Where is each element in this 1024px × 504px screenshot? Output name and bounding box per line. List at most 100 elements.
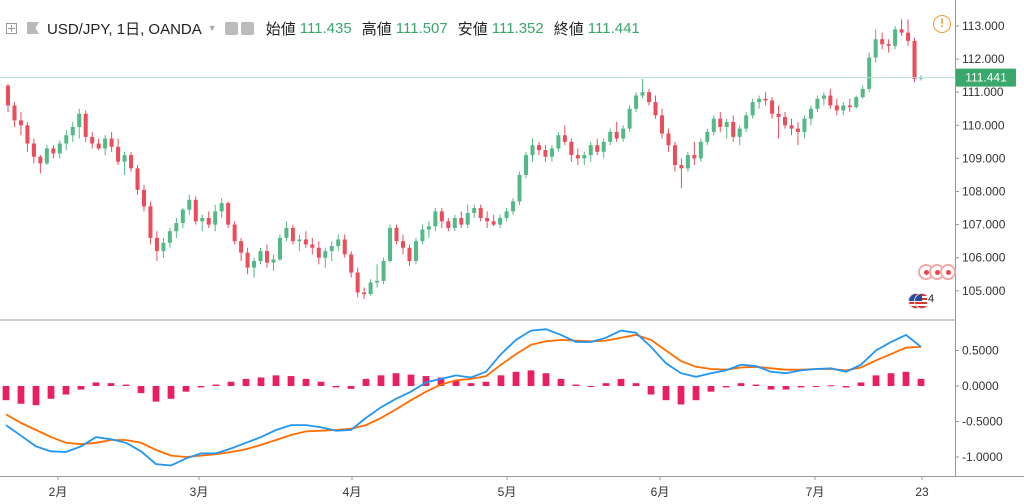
histogram-bar <box>272 375 280 386</box>
candle-body <box>575 155 580 159</box>
candle-body <box>783 117 788 126</box>
candle-body <box>349 254 354 273</box>
candle-body <box>388 227 393 262</box>
histogram-bar <box>62 386 70 395</box>
candle-body <box>12 105 17 121</box>
histogram-bar <box>692 386 700 401</box>
histogram-bar <box>122 384 130 386</box>
histogram-bar <box>317 381 325 386</box>
candle-body <box>828 95 833 106</box>
candle-body <box>770 100 775 114</box>
histogram-bar <box>887 373 895 386</box>
candle-body <box>737 128 742 137</box>
price-tick-label: 106.000 <box>962 251 1006 265</box>
histogram-bar <box>857 382 865 386</box>
candle-body <box>873 39 878 58</box>
candlestick-series <box>0 19 955 300</box>
price-tick-label: 113.000 <box>962 19 1005 33</box>
candle-body <box>880 39 885 45</box>
candle-body <box>485 217 490 222</box>
expand-icon[interactable] <box>6 22 17 34</box>
candle-body <box>44 148 49 164</box>
histogram-bar <box>17 386 25 404</box>
candle-body <box>264 251 270 263</box>
candle-body <box>627 108 632 129</box>
candle-body <box>757 98 762 103</box>
histogram-bar <box>707 386 715 392</box>
us-flag-events-icon[interactable]: 4 <box>908 290 952 312</box>
candle-body <box>750 102 755 116</box>
candle-body <box>297 239 302 242</box>
candle-body <box>549 148 554 157</box>
candle-body <box>614 131 619 139</box>
candle-body <box>841 105 846 111</box>
histogram-bar <box>737 383 745 386</box>
chevron-down-icon[interactable]: ▼ <box>207 23 217 33</box>
symbol-flag-icon <box>27 22 39 34</box>
candle-body <box>621 128 626 139</box>
economic-events-icon[interactable] <box>918 262 958 284</box>
symbol-title[interactable]: USD/JPY, 1日, OANDA <box>47 20 202 38</box>
candle-body <box>601 141 606 152</box>
candle-body <box>407 247 412 262</box>
candle-body <box>821 95 826 99</box>
histogram-bar <box>2 386 10 401</box>
candle-body <box>394 227 399 242</box>
histogram-bar <box>182 386 190 392</box>
low-value: 111.352 <box>491 19 544 37</box>
candle-body <box>187 199 192 210</box>
candle-body <box>517 174 522 202</box>
time-tick-label: 3月 <box>190 485 209 499</box>
candle-body <box>439 211 444 222</box>
histogram-bar <box>842 386 850 388</box>
time-tick-label: 7月 <box>806 485 825 499</box>
header-tools <box>224 21 254 35</box>
histogram-bar <box>542 373 550 386</box>
candle-body <box>90 136 95 144</box>
candle-body <box>206 217 211 225</box>
candle-body <box>77 113 82 127</box>
candle-body <box>284 227 289 238</box>
candle-body <box>536 145 541 151</box>
candle-body <box>122 155 127 162</box>
last-price-tag <box>956 68 1016 87</box>
candle-body <box>608 131 613 142</box>
histogram-bar <box>527 370 535 386</box>
histogram-bar <box>482 381 490 386</box>
gear-icon[interactable] <box>240 21 254 35</box>
histogram-bar <box>287 376 295 386</box>
candle-body <box>860 88 865 98</box>
candle-body <box>647 92 652 103</box>
candle-body <box>893 29 898 46</box>
eye-icon[interactable] <box>224 21 238 35</box>
candle-body <box>141 189 146 207</box>
candle-body <box>25 125 30 144</box>
candle-body <box>116 146 121 162</box>
candle-body <box>200 217 205 222</box>
candle-body <box>426 226 431 230</box>
candle-body <box>258 251 263 262</box>
candle-body <box>789 125 794 129</box>
alert-icon[interactable]: ! <box>933 15 951 33</box>
high-value: 111.507 <box>395 19 448 37</box>
candle-body <box>433 211 438 227</box>
low-label: 安値 <box>457 20 488 38</box>
candle-body <box>245 252 250 268</box>
histogram-bar <box>812 386 820 387</box>
histogram-bar <box>917 378 925 386</box>
candle-body <box>154 237 159 252</box>
time-tick-label: 23 <box>915 485 929 499</box>
histogram-bar <box>497 375 505 386</box>
candle-body <box>731 121 736 137</box>
histogram-bar <box>572 384 580 386</box>
candle-body <box>582 155 587 159</box>
macd-pane <box>2 328 925 467</box>
histogram-bar <box>752 384 760 386</box>
signal-line <box>5 333 922 458</box>
price-tick-label: 109.000 <box>962 151 1006 165</box>
candle-body <box>718 118 723 127</box>
high-label: 高値 <box>361 20 392 38</box>
macd-tick-label: -0.5000 <box>962 415 1003 429</box>
macd-tick-label: -1.0000 <box>962 450 1003 464</box>
